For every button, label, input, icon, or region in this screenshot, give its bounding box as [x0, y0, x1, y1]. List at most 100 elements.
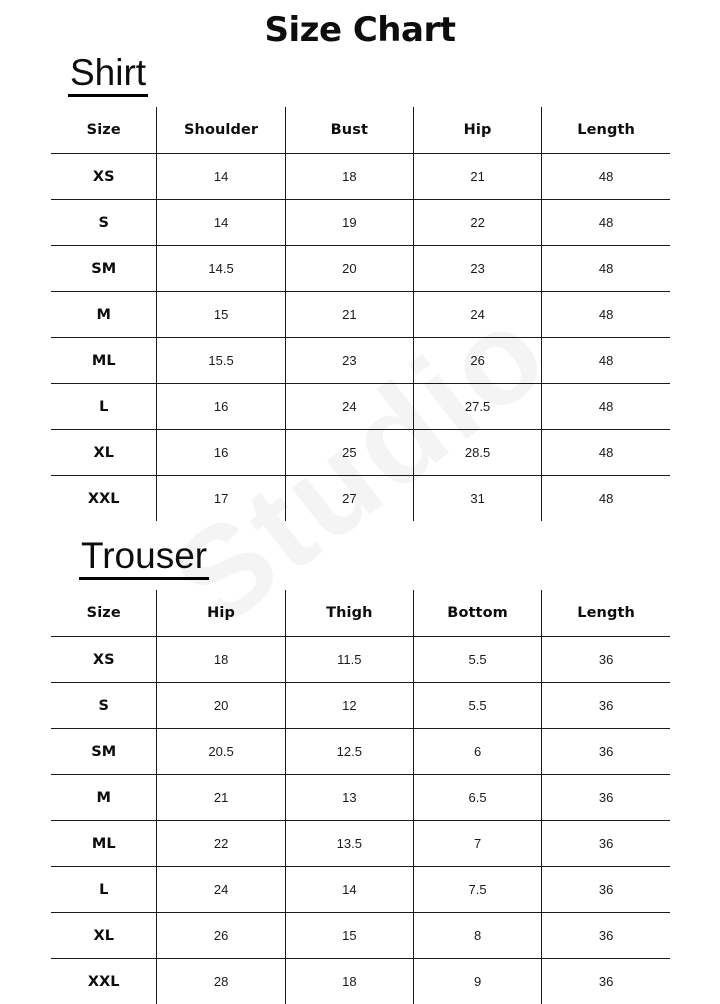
table-row: XXL 28 18 9 36 — [51, 958, 670, 1004]
cell-bottom: 7 — [412, 820, 542, 867]
section-shirt: Shirt Size Shoulder Bust Hip Length — [0, 54, 720, 522]
cell-length: 48 — [541, 429, 670, 476]
cell-hip: 21 — [156, 774, 286, 821]
trouser-table-body: XS 18 11.5 5.5 36 S 20 12 5.5 36 SM — [51, 636, 670, 1004]
cell-size: M — [96, 789, 111, 806]
table-row: XS 14 18 21 48 — [51, 153, 670, 200]
cell-size: XS — [92, 651, 115, 668]
cell-size: SM — [91, 260, 117, 277]
cell-length: 48 — [541, 337, 670, 384]
table-row: XL 16 25 28.5 48 — [51, 429, 670, 476]
cell-hip: 20 — [156, 682, 286, 729]
table-row: S 14 19 22 48 — [51, 199, 670, 246]
cell-hip: 24 — [156, 866, 286, 913]
cell-size: M — [96, 306, 111, 323]
cell-length: 48 — [541, 291, 670, 338]
cell-shoulder: 15 — [156, 291, 286, 338]
cell-length: 36 — [541, 958, 670, 1004]
cell-length: 48 — [541, 199, 670, 246]
cell-thigh: 14 — [284, 866, 414, 913]
cell-hip: 26 — [412, 337, 542, 384]
cell-hip: 23 — [412, 245, 542, 292]
cell-size: L — [99, 881, 109, 898]
cell-size: XXL — [87, 973, 120, 990]
cell-length: 36 — [541, 636, 670, 683]
column-header-length: Length — [541, 590, 670, 637]
table-row: XXL 17 27 31 48 — [51, 475, 670, 522]
cell-size: XL — [93, 927, 114, 944]
table-row: L 24 14 7.5 36 — [51, 866, 670, 913]
cell-bust: 25 — [284, 429, 414, 476]
table-row: SM 14.5 20 23 48 — [51, 245, 670, 292]
trouser-table-wrap: Size Hip Thigh Bottom Length XS 18 11.5 … — [0, 590, 720, 1004]
shirt-heading-wrap: Shirt — [0, 54, 720, 98]
section-heading-shirt: Shirt — [68, 54, 149, 98]
shirt-table-head: Size Shoulder Bust Hip Length — [51, 107, 670, 154]
cell-length: 48 — [541, 245, 670, 292]
cell-size: XS — [92, 168, 115, 185]
cell-length: 48 — [541, 383, 670, 430]
cell-size: ML — [91, 352, 116, 369]
cell-bottom: 6.5 — [412, 774, 542, 821]
column-header-shoulder: Shoulder — [156, 107, 286, 154]
cell-hip: 18 — [156, 636, 286, 683]
column-header-hip: Hip — [412, 107, 542, 154]
cell-shoulder: 16 — [156, 383, 286, 430]
cell-bottom: 9 — [412, 958, 542, 1004]
cell-bust: 20 — [284, 245, 414, 292]
column-header-size: Size — [86, 605, 121, 622]
cell-size: L — [99, 398, 109, 415]
shirt-size-table: Size Shoulder Bust Hip Length XS 14 18 2… — [51, 107, 670, 522]
cell-size: XXL — [87, 490, 120, 507]
cell-size: SM — [91, 743, 117, 760]
shirt-table-wrap: Size Shoulder Bust Hip Length XS 14 18 2… — [0, 107, 720, 522]
cell-hip: 22 — [156, 820, 286, 867]
column-header-hip: Hip — [156, 590, 286, 637]
cell-bottom: 8 — [412, 912, 542, 959]
cell-bottom: 7.5 — [412, 866, 542, 913]
cell-hip: 28.5 — [412, 429, 542, 476]
cell-length: 48 — [541, 475, 670, 522]
table-row: M 15 21 24 48 — [51, 291, 670, 338]
cell-bust: 24 — [284, 383, 414, 430]
shirt-table-body: XS 14 18 21 48 S 14 19 22 48 SM — [51, 153, 670, 522]
cell-thigh: 15 — [284, 912, 414, 959]
cell-thigh: 13 — [284, 774, 414, 821]
cell-shoulder: 14 — [156, 199, 286, 246]
cell-length: 48 — [541, 153, 670, 200]
table-row: XS 18 11.5 5.5 36 — [51, 636, 670, 683]
cell-shoulder: 15.5 — [156, 337, 286, 384]
cell-hip: 22 — [412, 199, 542, 246]
table-row: M 21 13 6.5 36 — [51, 774, 670, 821]
cell-bust: 19 — [284, 199, 414, 246]
column-header-size: Size — [86, 122, 121, 139]
cell-thigh: 13.5 — [284, 820, 414, 867]
cell-shoulder: 14.5 — [156, 245, 286, 292]
table-row: ML 22 13.5 7 36 — [51, 820, 670, 867]
section-heading-trouser: Trouser — [79, 537, 210, 581]
column-header-length: Length — [541, 107, 670, 154]
column-header-bust: Bust — [284, 107, 414, 154]
cell-bust: 27 — [284, 475, 414, 522]
cell-shoulder: 16 — [156, 429, 286, 476]
cell-size: S — [98, 214, 109, 231]
cell-shoulder: 14 — [156, 153, 286, 200]
cell-bottom: 5.5 — [412, 682, 542, 729]
cell-hip: 24 — [412, 291, 542, 338]
cell-hip: 27.5 — [412, 383, 542, 430]
cell-length: 36 — [541, 728, 670, 775]
page-title: Size Chart — [264, 10, 456, 50]
cell-hip: 26 — [156, 912, 286, 959]
cell-bottom: 5.5 — [412, 636, 542, 683]
column-header-bottom: Bottom — [412, 590, 542, 637]
cell-thigh: 12.5 — [284, 728, 414, 775]
cell-size: XL — [93, 444, 114, 461]
cell-size: S — [98, 697, 109, 714]
cell-thigh: 11.5 — [284, 636, 414, 683]
cell-bust: 23 — [284, 337, 414, 384]
trouser-size-table: Size Hip Thigh Bottom Length XS 18 11.5 … — [51, 590, 670, 1004]
table-row: XL 26 15 8 36 — [51, 912, 670, 959]
cell-bottom: 6 — [412, 728, 542, 775]
table-header-row: Size Shoulder Bust Hip Length — [51, 107, 670, 154]
